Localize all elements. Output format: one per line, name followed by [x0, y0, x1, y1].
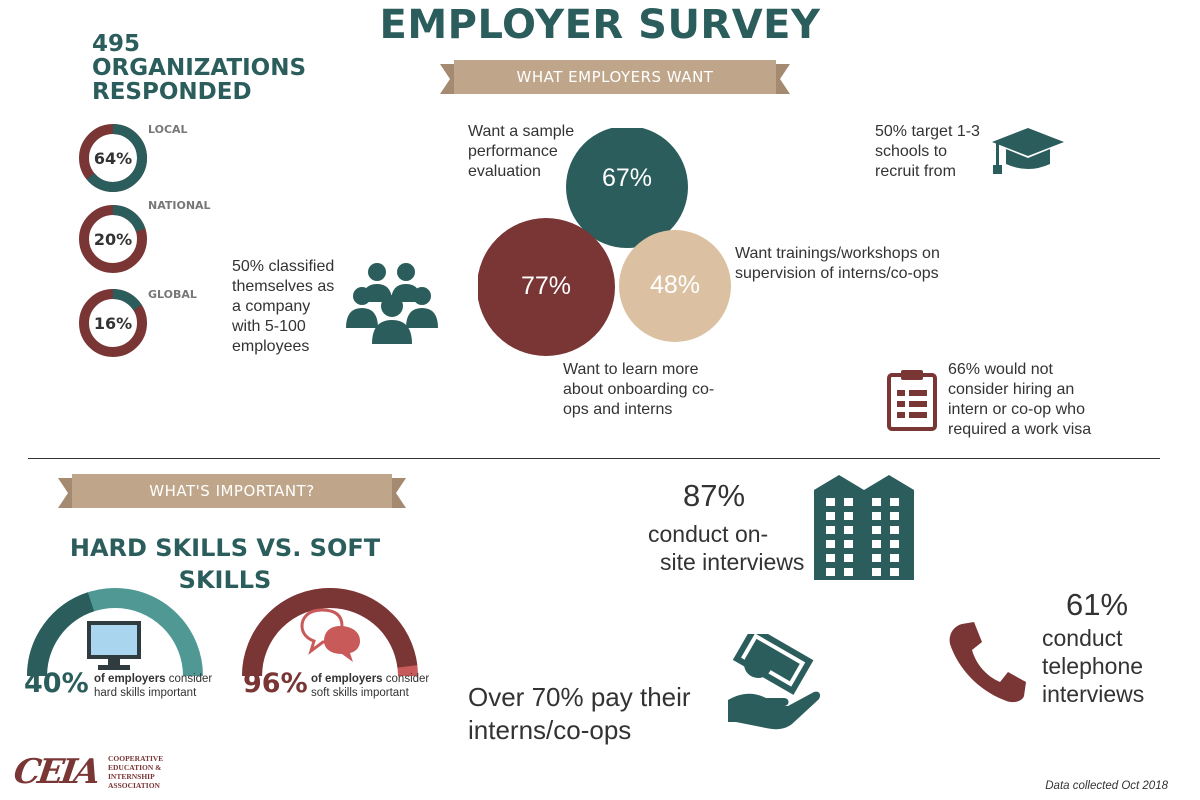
schools-text: 50% target 1-3 schools to recruit from — [875, 123, 980, 180]
hand-money-icon — [728, 634, 821, 730]
telephone-value: 61% — [1066, 587, 1129, 622]
donut-arc-global — [79, 289, 147, 357]
hard-skills-caption: of employers consider hard skills import… — [94, 673, 213, 699]
telephone-icon — [949, 622, 1026, 703]
speech-bubbles-icon — [300, 608, 360, 662]
donut-arc-local — [79, 124, 147, 192]
bubble-caption-onboarding: Want to learn more about onboarding co- … — [563, 361, 715, 418]
bubble-48 — [619, 230, 731, 342]
section-divider — [28, 458, 1160, 459]
what-employers-want-banner: WHAT EMPLOYERS WANT — [440, 58, 790, 100]
bubble-67 — [566, 128, 688, 248]
bubble-value-48: 48% — [649, 271, 701, 299]
computer-monitor-icon — [87, 621, 141, 670]
people-group-icon — [346, 263, 438, 344]
telephone-text: conduct telephone interviews — [1042, 625, 1145, 707]
onsite-value: 87% — [683, 478, 746, 513]
donut-value-local: 64% — [94, 149, 132, 168]
reach-donut-chart: 64% 20% 16% — [79, 124, 147, 357]
donut-value-global: 16% — [94, 314, 132, 333]
bubble-chart — [478, 128, 731, 356]
bubble-caption-evaluation: Want a sample performance evaluation — [468, 123, 575, 180]
reach-label-local: LOCAL — [148, 123, 188, 136]
reach-label-global: GLOBAL — [148, 288, 197, 301]
building-icon — [814, 475, 914, 580]
ceia-logo-text: COOPERATIVE EDUCATION & INTERNSHIP ASSOC… — [108, 754, 164, 790]
bubble-value-67: 67% — [601, 164, 653, 192]
page-title: EMPLOYER SURVEY — [379, 2, 821, 48]
reach-donuts: 64% 20% 16% LOCAL NATIONAL GLOBAL — [78, 118, 238, 363]
skills-title: HARD SKILLS VS. SOFT SKILLS — [69, 534, 381, 594]
reach-label-national: NATIONAL — [148, 199, 211, 212]
visa-text: 66% would not consider hiring an intern … — [948, 361, 1092, 438]
graduation-cap-icon — [992, 128, 1064, 174]
bubble-value-77: 77% — [520, 272, 572, 300]
bubble-77 — [478, 218, 615, 356]
soft-skills-value: 96% — [243, 668, 308, 699]
bubble-caption-trainings: Want trainings/workshops on supervision … — [735, 245, 940, 282]
donut-value-national: 20% — [94, 230, 132, 249]
organizations-count: 495 ORGANIZATIONS RESPONDED — [92, 31, 307, 105]
ceia-logo: CEIA COOPERATIVE EDUCATION & INTERNSHIP … — [11, 752, 174, 794]
soft-skills-gauge — [242, 588, 418, 677]
donut-arc-national — [79, 205, 147, 273]
hard-gauge-fill — [27, 588, 203, 677]
soft-skills-caption: of employers consider soft skills import… — [311, 673, 430, 699]
ceia-logo-letters: CEIA — [11, 752, 101, 792]
pay-text: Over 70% pay their interns/co-ops — [468, 682, 691, 745]
clipboard-icon — [887, 370, 937, 431]
soft-gauge-fill — [242, 588, 418, 677]
hard-skills-value: 40% — [24, 668, 89, 699]
onsite-text: conduct on- site interviews — [648, 521, 805, 575]
whats-important-banner: WHAT'S IMPORTANT? — [58, 472, 406, 514]
company-size-text: 50% classified themselves as a company w… — [232, 258, 335, 355]
hard-skills-gauge — [27, 588, 203, 677]
footer-note: Data collected Oct 2018 — [1045, 780, 1168, 792]
